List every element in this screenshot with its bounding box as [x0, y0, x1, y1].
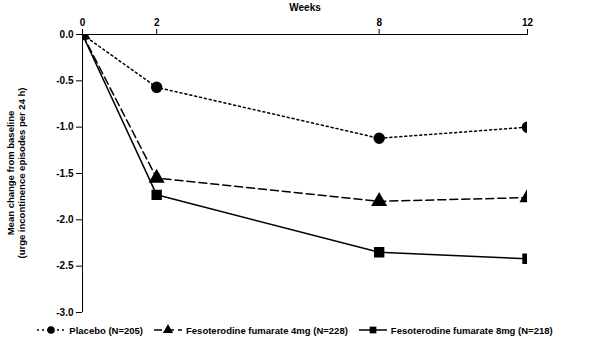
- svg-text:Weeks: Weeks: [289, 2, 321, 13]
- svg-text:Mean change from baseline(urge: Mean change from baseline(urge incontine…: [5, 87, 27, 258]
- svg-text:-2.0: -2.0: [56, 214, 74, 225]
- html-text:Fesoterodine fumarate 4mg (N=2: Fesoterodine fumarate 4mg (N=228): [186, 324, 348, 336]
- svg-text:0.0: 0.0: [60, 29, 74, 40]
- html-text:Placebo (N=205): Placebo (N=205): [69, 324, 143, 336]
- svg-text:-0.5: -0.5: [56, 75, 74, 86]
- svg-text:8: 8: [376, 17, 382, 28]
- svg-text:12: 12: [522, 17, 534, 28]
- svg-text:2: 2: [154, 17, 160, 28]
- svg-text:-2.5: -2.5: [56, 260, 74, 271]
- html-text:Fesoterodine fumarate 8mg (N=2: Fesoterodine fumarate 8mg (N=218): [390, 324, 553, 336]
- svg-text:-1.0: -1.0: [56, 121, 74, 132]
- svg-text:-1.5: -1.5: [56, 168, 74, 179]
- svg-text:-3.0: -3.0: [56, 307, 74, 318]
- svg-text:0: 0: [80, 17, 86, 28]
